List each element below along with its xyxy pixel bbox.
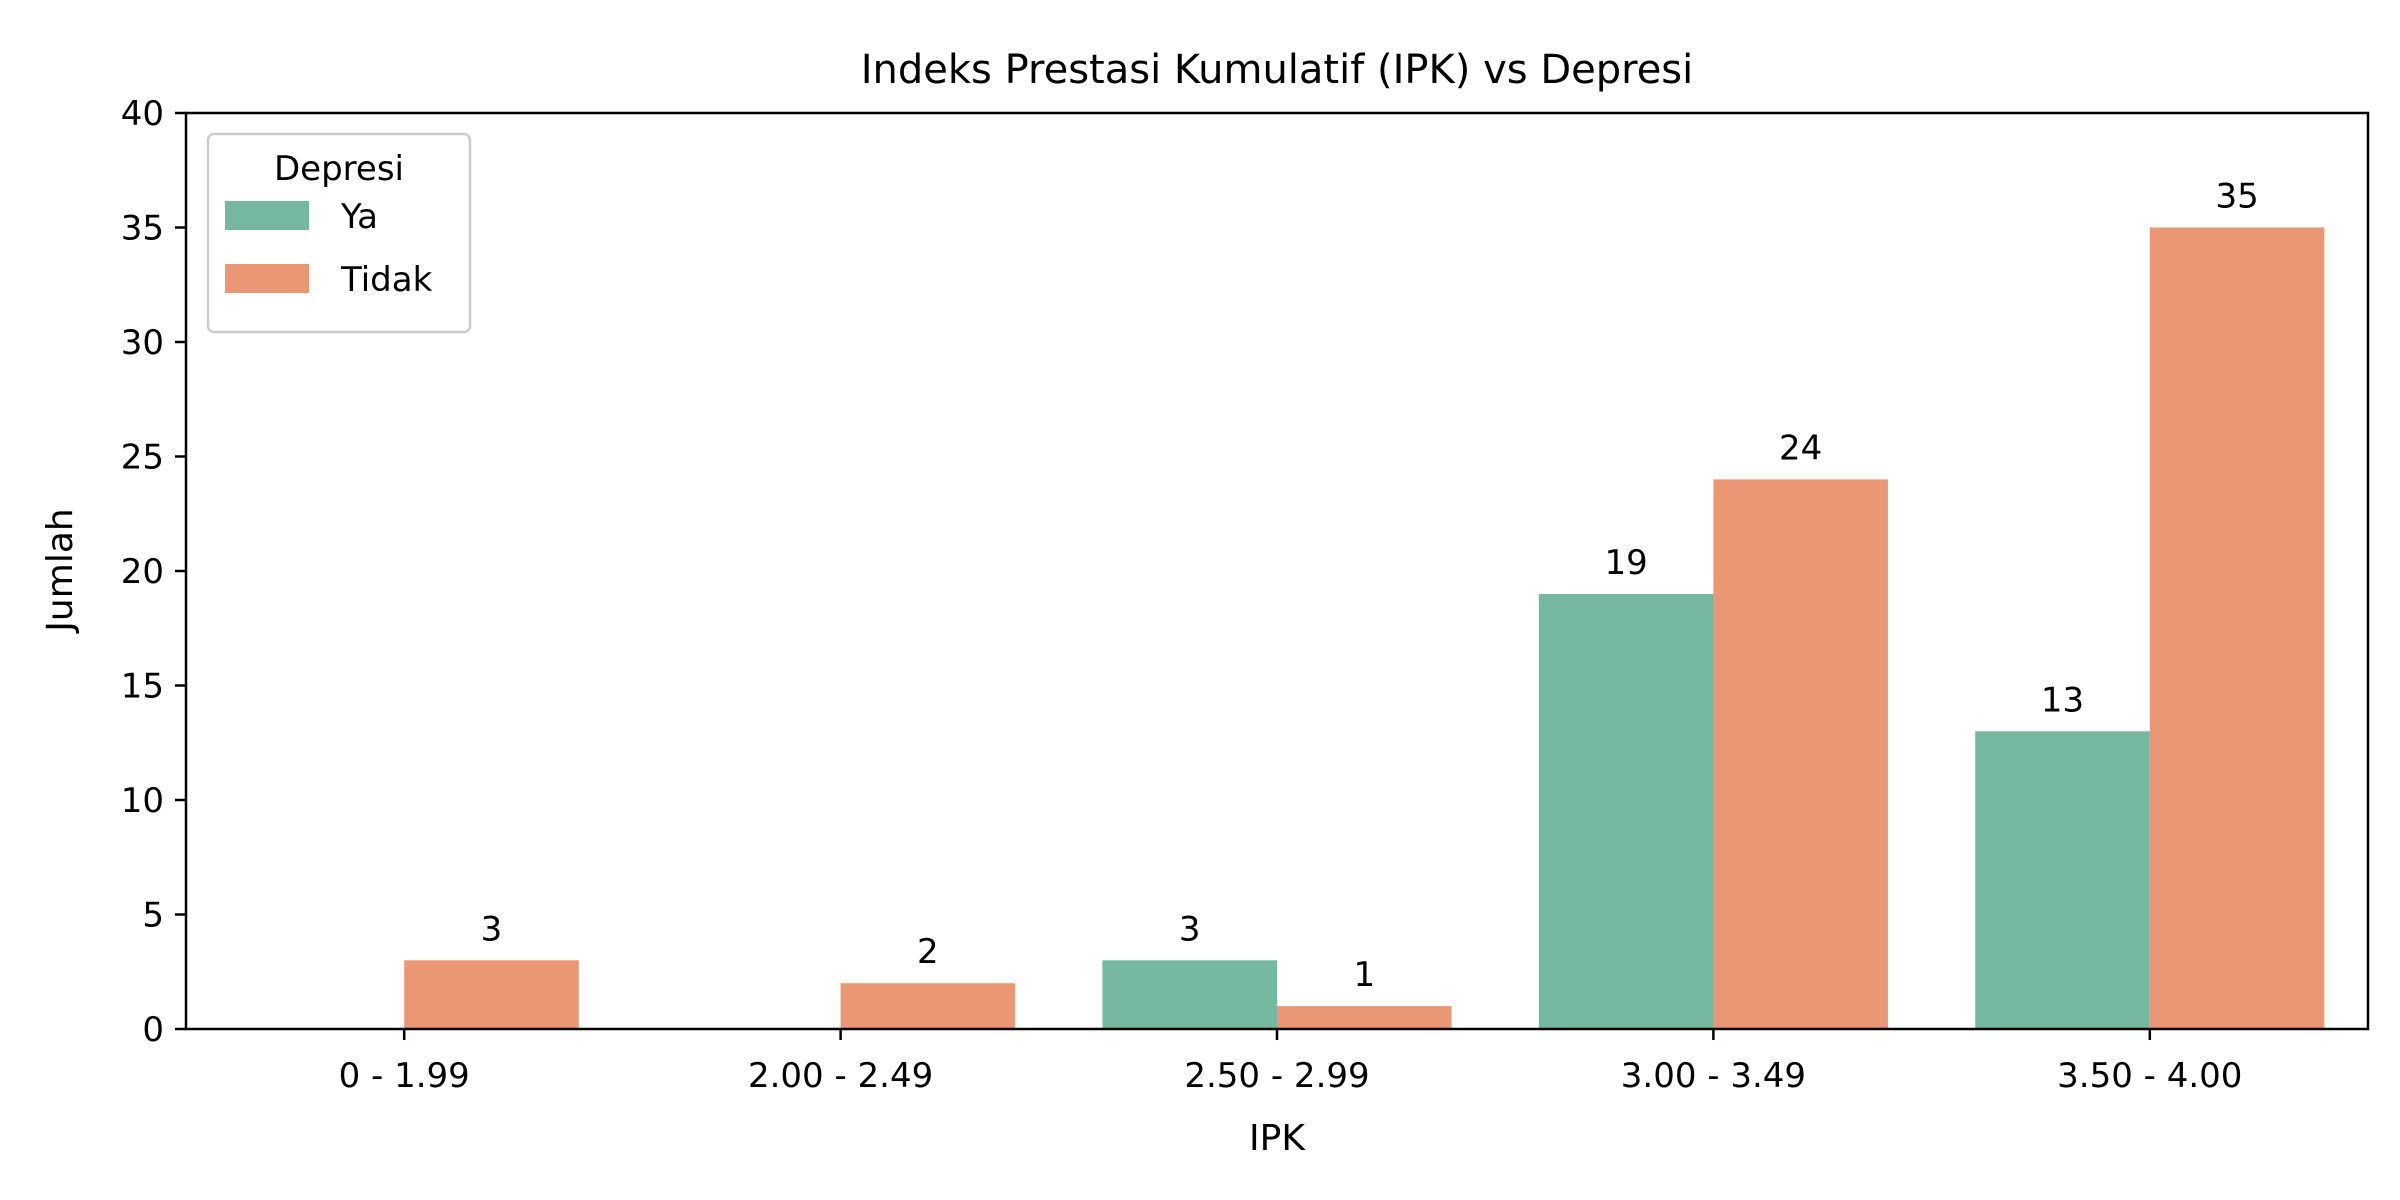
y-tick-label: 25 [121,438,164,478]
legend-swatch-tidak [225,264,309,293]
legend-label-ya: Ya [340,197,378,237]
bar-value-label: 3 [481,909,503,949]
chart-title: Indeks Prestasi Kumulatif (IPK) vs Depre… [861,47,1694,93]
y-tick-label: 0 [142,1010,164,1050]
bars-layer [404,227,2325,1029]
bar-tidak-0 [404,960,579,1029]
bar-tidak-2 [1277,1006,1452,1029]
bar-tidak-4 [2149,227,2325,1029]
y-tick-label: 20 [121,552,164,592]
x-axis-label: IPK [1249,1118,1306,1159]
bar-value-label: 13 [2041,680,2084,720]
bar-ya-2 [1102,960,1277,1029]
y-tick-label: 10 [121,781,164,821]
legend-title: Depresi [274,149,404,189]
x-tick-label: 2.50 - 2.99 [1184,1056,1369,1096]
y-axis-label: Jumlah [40,508,81,633]
bar-tidak-3 [1713,479,1888,1029]
legend-swatch-ya [225,201,309,230]
legend-entries: Ya Tidak [225,197,433,300]
bar-value-label: 3 [1179,909,1201,949]
bar-tidak-1 [840,983,1016,1029]
y-tick-label: 35 [121,209,164,249]
bar-value-label: 24 [1779,428,1822,468]
axes-layer: 0 5 10 15 20 25 30 35 40 0 - 1.99 2.00 - 2.49 2.50 … [121,94,2370,1096]
x-tick-label: 2.00 - 2.49 [748,1056,933,1096]
bar-value-label: 35 [2215,177,2258,217]
legend-label-tidak: Tidak [340,260,433,300]
legend: Depresi Ya Tidak [206,132,472,334]
bar-value-label: 19 [1604,543,1647,583]
bar-ya-3 [1538,593,1714,1029]
y-tick-label: 5 [142,896,164,936]
y-tick-label: 40 [121,94,164,134]
y-tick-label: 15 [121,667,164,707]
x-tick-label: 3.50 - 4.00 [2057,1056,2242,1096]
bar-value-label: 2 [917,932,939,972]
bar-ya-4 [1975,731,2150,1029]
x-tick-label: 0 - 1.99 [339,1056,470,1096]
x-tick-label: 3.00 - 3.49 [1621,1056,1806,1096]
y-tick-label: 30 [121,323,164,363]
bar-value-label: 1 [1353,955,1375,995]
bar-labels-layer: 3 19 13 3 2 1 24 35 [481,177,2259,996]
